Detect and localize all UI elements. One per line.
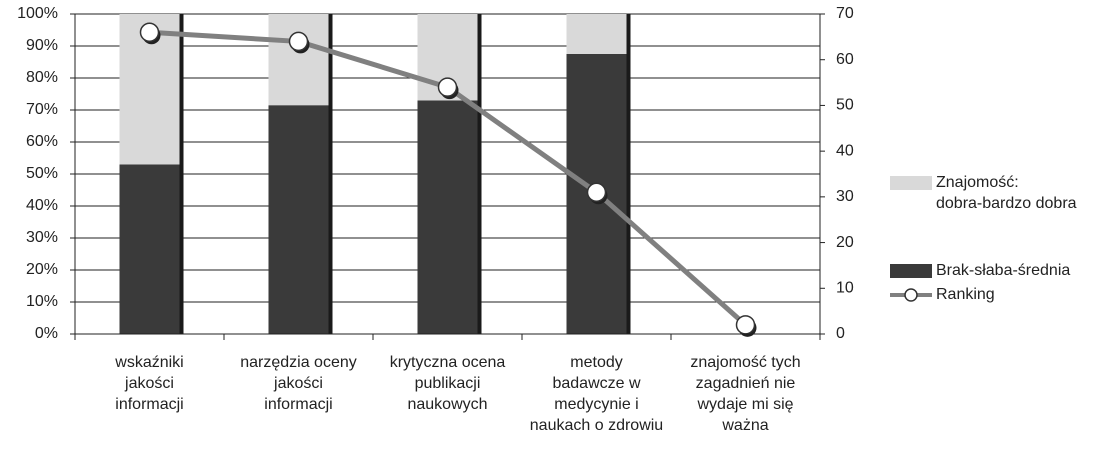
- bar: [417, 100, 478, 335]
- marker: [586, 182, 607, 203]
- marker: [437, 77, 458, 97]
- legend-label: Ranking: [936, 286, 995, 303]
- y2-tick-label: 60: [836, 51, 854, 68]
- x-tick-label: wskaźniki jakości informacji: [115, 354, 184, 413]
- y2-tick-label: 10: [836, 280, 854, 297]
- y-tick-label: 10%: [26, 293, 58, 310]
- y-tick-label: 70%: [26, 101, 58, 118]
- y2-tick-label: 50: [836, 97, 854, 114]
- y2-tick-label: 70: [836, 5, 854, 22]
- y2-tick-label: 0: [836, 325, 845, 342]
- y-tick-label: 20%: [26, 261, 58, 278]
- bar-shadow: [179, 14, 184, 334]
- legend-marker: [904, 288, 918, 302]
- y-tick-label: 40%: [26, 197, 58, 214]
- y2-tick-label: 30: [836, 188, 854, 205]
- marker: [735, 315, 756, 335]
- bar: [268, 14, 329, 106]
- bar: [268, 105, 329, 334]
- y-tick-label: 30%: [26, 229, 58, 246]
- bar-shadow: [626, 14, 631, 334]
- legend-label: Brak-słaba-średnia: [936, 262, 1071, 279]
- bar-shadow: [477, 14, 482, 334]
- marker: [139, 22, 160, 43]
- bar: [566, 14, 627, 54]
- x-tick-label: znajomość tych zagadnień nie wydaje mi s…: [690, 354, 801, 434]
- y-tick-label: 60%: [26, 133, 58, 150]
- x-tick-label: narzędzia oceny jakości informacji: [240, 354, 357, 413]
- y-tick-label: 100%: [17, 5, 58, 22]
- y-tick-label: 0%: [35, 325, 58, 342]
- bar-shadow: [328, 14, 333, 334]
- legend-swatch: [890, 264, 932, 278]
- bar: [119, 164, 180, 334]
- x-tick-label: metody badawcze w medycynie i naukach o …: [529, 354, 664, 434]
- marker: [288, 31, 309, 52]
- y2-tick-label: 20: [836, 234, 854, 251]
- x-tick-label: krytyczna ocena publikacji naukowych: [389, 354, 506, 413]
- y2-tick-label: 40: [836, 142, 854, 159]
- legend-swatch: [890, 176, 932, 190]
- y-tick-label: 50%: [26, 165, 58, 182]
- y-tick-label: 90%: [26, 37, 58, 54]
- y-tick-label: 80%: [26, 69, 58, 86]
- legend-label: Znajomość: dobra-bardzo dobra: [936, 174, 1077, 212]
